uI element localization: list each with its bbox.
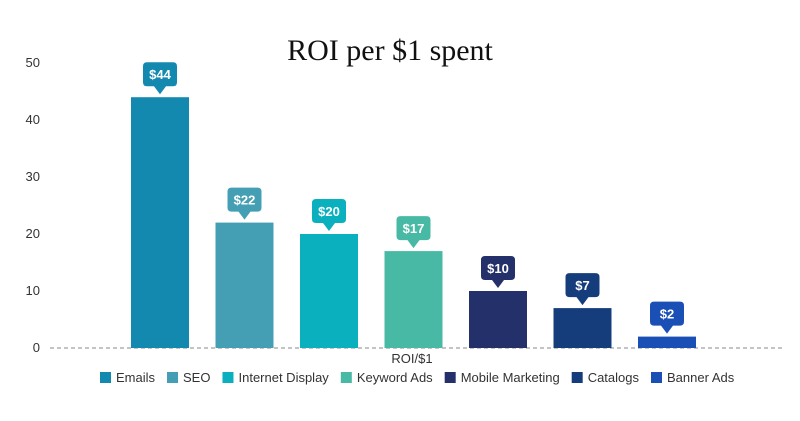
bar-catalogs [553,308,612,348]
legend-swatch [167,372,179,383]
legend-item-internet-display: Internet Display [238,370,329,385]
data-label-callout [227,187,262,220]
y-tick-label: 30 [26,169,40,184]
bar-mobile-marketing [469,291,527,348]
data-label: $17 [403,221,425,236]
legend-item-mobile-marketing: Mobile Marketing [461,370,560,385]
legend: Emails SEO Internet Display Keyword Ads Mobi… [100,370,735,385]
y-tick-label: 10 [26,283,40,298]
data-label: $20 [318,204,340,219]
data-label-callout [143,62,177,95]
legend-swatch [222,372,234,383]
data-label: $44 [149,67,171,82]
legend-item-seo: SEO [183,370,210,385]
data-label-callout [481,256,515,288]
data-label: $7 [575,278,589,293]
data-label-callout [312,199,346,231]
bar-internet-display [300,234,358,348]
data-label-callout [565,273,600,306]
legend-swatch [571,372,583,383]
bar-keyword-ads [384,251,443,348]
y-tick-label: 0 [33,340,40,355]
data-label-callout [396,216,431,249]
legend-swatch [340,372,352,383]
x-axis-label: ROI/$1 [391,351,432,366]
chart-title: ROI per $1 spent [287,34,493,67]
data-label: $2 [660,307,674,322]
legend-item-emails: Emails [116,370,156,385]
legend-item-keyword-ads: Keyword Ads [357,370,433,385]
y-axis: 0 10 20 30 40 50 [26,55,40,355]
legend-item-banner-ads: Banner Ads [667,370,735,385]
data-label-callout [650,301,684,334]
bar-emails [131,97,189,348]
legend-swatch [651,372,662,383]
y-tick-label: 40 [26,112,40,127]
data-label: $10 [487,261,509,276]
bars: $44 $22 $20 $17 $10 $7 $2 [131,62,696,348]
y-tick-label: 20 [26,226,40,241]
y-tick-label: 50 [26,55,40,70]
bar-seo [215,222,274,348]
legend-swatch [100,372,111,383]
legend-item-catalogs: Catalogs [588,370,640,385]
bar-banner-ads [638,336,696,348]
data-label: $22 [234,193,256,208]
legend-swatch [444,372,456,383]
